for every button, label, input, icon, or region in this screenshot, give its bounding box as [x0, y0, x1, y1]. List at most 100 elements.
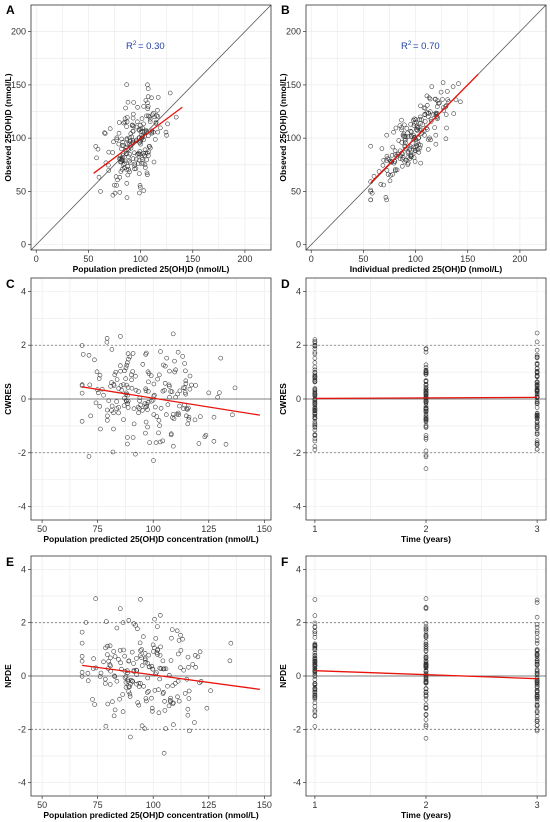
x-tick-label: 1 — [312, 524, 317, 534]
data-point — [312, 656, 318, 661]
data-point — [122, 116, 128, 121]
identity-line — [30, 4, 272, 251]
data-point — [170, 415, 175, 420]
data-point — [160, 658, 166, 664]
y-tick-label: 0 — [296, 671, 301, 681]
data-point — [137, 406, 142, 411]
data-point — [197, 649, 203, 655]
data-point — [428, 137, 433, 143]
data-point — [534, 727, 540, 732]
data-point — [130, 129, 136, 134]
data-point — [146, 149, 152, 155]
data-point — [312, 413, 318, 419]
data-point — [125, 99, 131, 105]
data-point — [174, 411, 180, 417]
data-point — [400, 156, 405, 162]
data-point — [400, 155, 406, 160]
data-point — [172, 358, 177, 364]
data-point — [534, 440, 540, 445]
data-point — [387, 178, 393, 184]
data-point — [440, 97, 445, 102]
data-point — [312, 343, 318, 349]
y-tick-label: 150 — [11, 80, 26, 90]
data-point — [534, 405, 540, 410]
x-tick-label: 100 — [408, 254, 423, 264]
data-point — [389, 159, 394, 165]
data-point — [175, 410, 181, 416]
data-point — [451, 111, 456, 116]
data-point — [157, 423, 162, 428]
data-point — [94, 155, 99, 161]
data-point — [534, 653, 540, 658]
data-point — [312, 340, 318, 345]
data-point — [125, 441, 130, 447]
data-point — [155, 624, 160, 629]
data-point — [312, 425, 318, 430]
data-point — [105, 418, 110, 423]
data-point — [408, 153, 413, 159]
data-point — [445, 97, 450, 102]
data-point — [146, 689, 151, 694]
data-point — [232, 385, 238, 391]
data-point — [97, 404, 103, 409]
data-point — [230, 412, 235, 418]
data-point — [111, 426, 116, 432]
data-point — [119, 387, 124, 393]
data-point — [157, 676, 162, 682]
data-point — [134, 681, 139, 687]
panel-label: D — [281, 277, 290, 291]
data-point — [79, 654, 85, 659]
data-point — [368, 197, 373, 203]
data-point — [132, 163, 137, 169]
data-point — [453, 97, 459, 103]
r2-annotation: R2 = 0.70 — [401, 40, 440, 52]
data-point — [186, 696, 192, 701]
data-point — [184, 406, 189, 412]
data-point — [408, 122, 413, 127]
data-point — [118, 383, 124, 388]
data-point — [129, 377, 134, 383]
data-point — [108, 655, 113, 661]
data-point — [534, 388, 540, 393]
data-point — [145, 369, 151, 375]
data-point — [312, 436, 318, 441]
data-point — [378, 182, 384, 187]
data-point — [145, 86, 151, 91]
data-point — [228, 640, 234, 646]
data-point — [116, 120, 122, 125]
data-point — [312, 664, 318, 669]
data-point — [114, 406, 119, 411]
data-point — [173, 367, 178, 373]
data-point — [534, 692, 540, 698]
data-point — [146, 379, 151, 385]
data-point — [129, 134, 135, 140]
data-point — [124, 362, 130, 368]
data-point — [138, 122, 143, 128]
data-point — [534, 703, 540, 708]
data-point — [137, 171, 142, 176]
data-point — [136, 161, 141, 166]
data-point — [312, 597, 318, 602]
data-point — [111, 649, 116, 654]
data-point — [312, 658, 318, 664]
data-point — [423, 692, 429, 697]
y-tick-label: 4 — [296, 286, 301, 296]
data-point — [193, 383, 198, 388]
data-point — [534, 708, 540, 714]
data-point — [182, 390, 188, 395]
data-point — [157, 653, 163, 658]
data-point — [423, 655, 429, 661]
data-point — [130, 679, 135, 684]
data-point — [131, 406, 137, 411]
data-point — [118, 169, 124, 174]
data-point — [135, 700, 140, 705]
y-tick-label: 0 — [21, 240, 26, 250]
data-point — [152, 392, 157, 398]
data-point — [153, 404, 158, 410]
data-point — [423, 424, 429, 429]
data-point — [534, 713, 540, 719]
data-point — [169, 431, 174, 437]
data-point — [170, 412, 176, 417]
data-point — [185, 421, 191, 427]
data-point — [144, 170, 150, 176]
